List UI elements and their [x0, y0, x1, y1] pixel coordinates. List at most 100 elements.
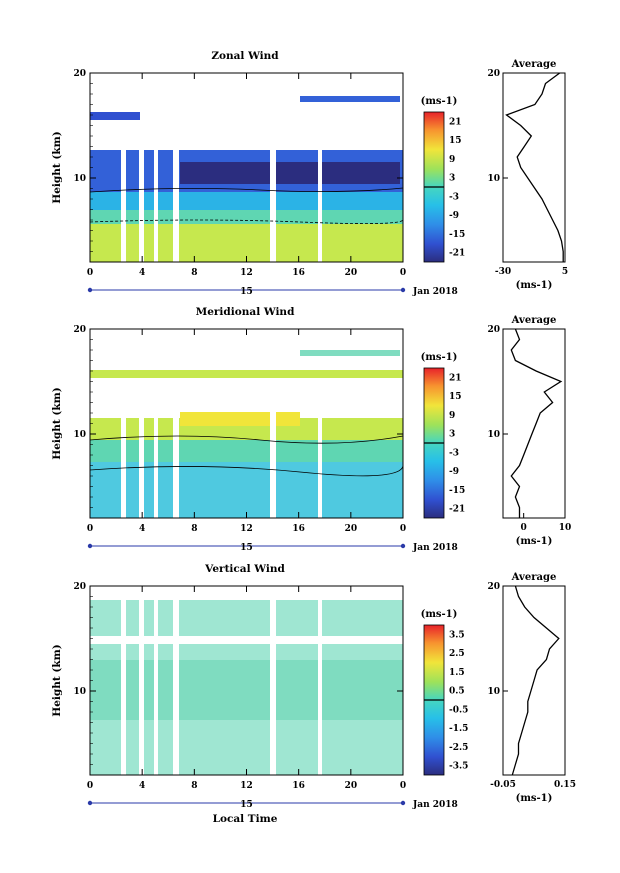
colorbar-unit: (ms-1)	[421, 96, 458, 107]
x-tick-label: 8	[191, 268, 197, 278]
date-mark: 15	[240, 287, 253, 297]
y-tick-label: 10	[73, 687, 86, 697]
vertical-xlabel: Local Time	[213, 813, 278, 825]
vertical-gap-6	[318, 590, 322, 775]
zonal-gap-3	[154, 150, 158, 262]
x-tick-label: 12	[240, 524, 253, 534]
colorbar-tick-label: -3	[449, 448, 459, 458]
profile-x-tick-label: 0.15	[554, 780, 576, 790]
zonal-contour-1	[89, 187, 404, 193]
profile-frame	[502, 585, 566, 776]
colorbar-tick-label: 9	[449, 411, 455, 421]
y-tick-label: 20	[73, 582, 86, 592]
meridional-contour-1	[89, 435, 404, 444]
panel-zonal-wind: Zonal Wind	[89, 50, 404, 262]
y-tick-label: 10	[73, 430, 86, 440]
colorbar-tick-label: 9	[449, 155, 455, 165]
colorbar-unit: (ms-1)	[421, 609, 458, 620]
profile-line	[505, 72, 564, 262]
meridional-gap-6	[318, 410, 322, 518]
profile-title: Average	[511, 572, 557, 583]
x-tick-label: 4	[139, 268, 145, 278]
colorbar-tick-label: -1.5	[449, 724, 468, 734]
colorbar-tick-label: 15	[449, 392, 462, 402]
vertical-title: Vertical Wind	[204, 563, 285, 575]
vertical-band-mid	[90, 660, 403, 720]
profile-x-label: (ms-1)	[516, 793, 553, 804]
zonal-gap-4	[173, 150, 179, 262]
profile-x-tick-label: -0.05	[490, 780, 516, 790]
x-tick-label: 4	[139, 781, 145, 791]
meridional-gap-3	[154, 410, 158, 518]
colorbar-tick-label: -0.5	[449, 705, 468, 715]
x-tick-label: 20	[345, 781, 358, 791]
colorbar-tick-label: 3	[449, 430, 455, 440]
zonal-band-mid	[90, 190, 403, 210]
profile-x-tick-label: 5	[562, 267, 568, 277]
meridional-band-top	[300, 350, 400, 356]
panel-0-axes: 10 20 Height (km) 0 4 8 12 16 20 0 15 Jan 2018 (ms-1…	[51, 59, 568, 297]
x-tick-label: 16	[292, 268, 305, 278]
x-tick-label: 20	[345, 268, 358, 278]
y-tick-label: 10	[73, 174, 86, 184]
date-axis-end	[400, 543, 406, 549]
zonal-contour-2	[89, 219, 404, 224]
x-tick-label: 0	[400, 781, 406, 791]
colorbar-tick-label: -9	[449, 211, 459, 221]
zonal-band-jet-core	[180, 162, 400, 184]
x-tick-label: 16	[292, 524, 305, 534]
zonal-gap-5	[270, 150, 276, 262]
date-label: Jan 2018	[412, 287, 458, 297]
zonal-heatmap	[89, 96, 404, 262]
colorbar-tick-label: 0.5	[449, 687, 465, 697]
profile-y-tick-label: 10	[487, 174, 500, 184]
date-label: Jan 2018	[412, 800, 458, 810]
date-mark: 15	[240, 800, 253, 810]
x-tick-label: 20	[345, 524, 358, 534]
colorbar-tick-label: -9	[449, 467, 459, 477]
zonal-band-lower	[90, 208, 403, 224]
zonal-band-upper-right	[300, 96, 400, 102]
profile-line	[510, 328, 563, 518]
colorbar-tick-label: -15	[449, 486, 465, 496]
zonal-band-bottom	[90, 220, 403, 262]
profile-x-tick-label: 10	[559, 523, 572, 533]
colorbar-tick-label: -2.5	[449, 743, 468, 753]
x-tick-label: 0	[400, 524, 406, 534]
date-axis-start	[87, 800, 93, 806]
vertical-gap-1	[121, 590, 126, 775]
zonal-gap-6	[318, 150, 322, 262]
meridional-gap-4	[173, 410, 179, 518]
meridional-title: Meridional Wind	[196, 306, 295, 318]
colorbar-tick-label: 3	[449, 174, 455, 184]
y-tick-label: 20	[73, 69, 86, 79]
x-tick-label: 0	[400, 268, 406, 278]
colorbar-tick-label: 15	[449, 136, 462, 146]
colorbar-unit: (ms-1)	[421, 352, 458, 363]
profile-line	[511, 585, 560, 776]
date-label: Jan 2018	[412, 543, 458, 553]
colorbar-tick-label: 3.5	[449, 630, 465, 640]
colorbar-tick-label: -3.5	[449, 762, 468, 772]
x-tick-label: 12	[240, 781, 253, 791]
zonal-title: Zonal Wind	[211, 50, 279, 62]
date-axis-start	[87, 543, 93, 549]
x-tick-label: 4	[139, 524, 145, 534]
vertical-gap-5	[270, 590, 276, 775]
zonal-band-upper	[90, 112, 140, 120]
meridional-band-mid	[90, 438, 403, 462]
colorbar-tick-label: 1.5	[449, 668, 465, 678]
date-axis-end	[400, 287, 406, 293]
x-tick-label: 0	[87, 524, 93, 534]
x-tick-label: 8	[191, 524, 197, 534]
panel-2-axes: 10 20 Height (km) 0 4 8 12 16 20 0 15 Jan 2018 (ms-1…	[51, 572, 576, 810]
y-tick-label: 20	[73, 325, 86, 335]
meridional-gap-5	[270, 410, 276, 518]
x-tick-label: 12	[240, 268, 253, 278]
meridional-heatmap	[89, 350, 404, 518]
meridional-band-jet	[90, 418, 403, 440]
profile-y-tick-label: 20	[487, 325, 500, 335]
profile-title: Average	[511, 315, 557, 326]
vertical-gap-top	[90, 636, 403, 644]
